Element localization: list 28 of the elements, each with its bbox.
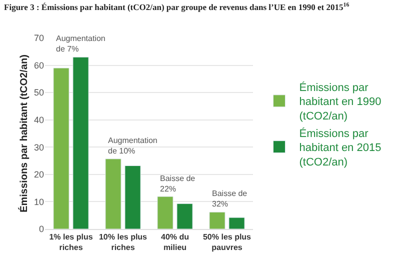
bar: [124, 165, 141, 229]
y-tick-label: 0: [38, 224, 44, 234]
bar: [176, 203, 193, 229]
bar: [157, 196, 174, 229]
x-tick-label: 50% les plus pauvres: [202, 232, 252, 252]
chart-title: Figure 3 : Émissions par habitant (tCO2/an) par groupe de revenus dans l’UE en 1990 et 2015$^{16}$: [4, 2, 350, 12]
bar: [72, 56, 89, 229]
x-tick-label: 1% les plus riches: [49, 232, 94, 252]
annotation: Baisse de 22%: [160, 174, 196, 194]
annotation: Augmentation de 10%: [108, 136, 158, 156]
y-tick-label: 10: [34, 196, 44, 207]
bar: [53, 68, 70, 229]
bar: [209, 212, 226, 229]
y-tick-label: 60: [34, 60, 44, 70]
x-tick-label: 40% du milieu: [160, 232, 190, 252]
y-tick-label: 20: [34, 170, 44, 180]
y-tick-label: 40: [34, 115, 44, 126]
y-axis-title: Émissions par habitant (tCO2/an): [18, 54, 30, 212]
x-tick-label: 10% les plus riches: [98, 232, 148, 252]
legend-label: Émissions par habitant en 2015 (tCO2/an): [299, 126, 382, 168]
annotation: Baisse de 32%: [212, 189, 248, 208]
bar: [105, 158, 122, 229]
y-tick-label: 30: [34, 142, 44, 152]
y-tick-label: 50: [34, 88, 44, 98]
y-tick-label: 70: [34, 33, 44, 44]
bar: [228, 217, 245, 229]
annotation: Augmentation de 7%: [56, 34, 106, 54]
legend-label: Émissions par habitant en 1990 (tCO2/an): [299, 80, 382, 122]
